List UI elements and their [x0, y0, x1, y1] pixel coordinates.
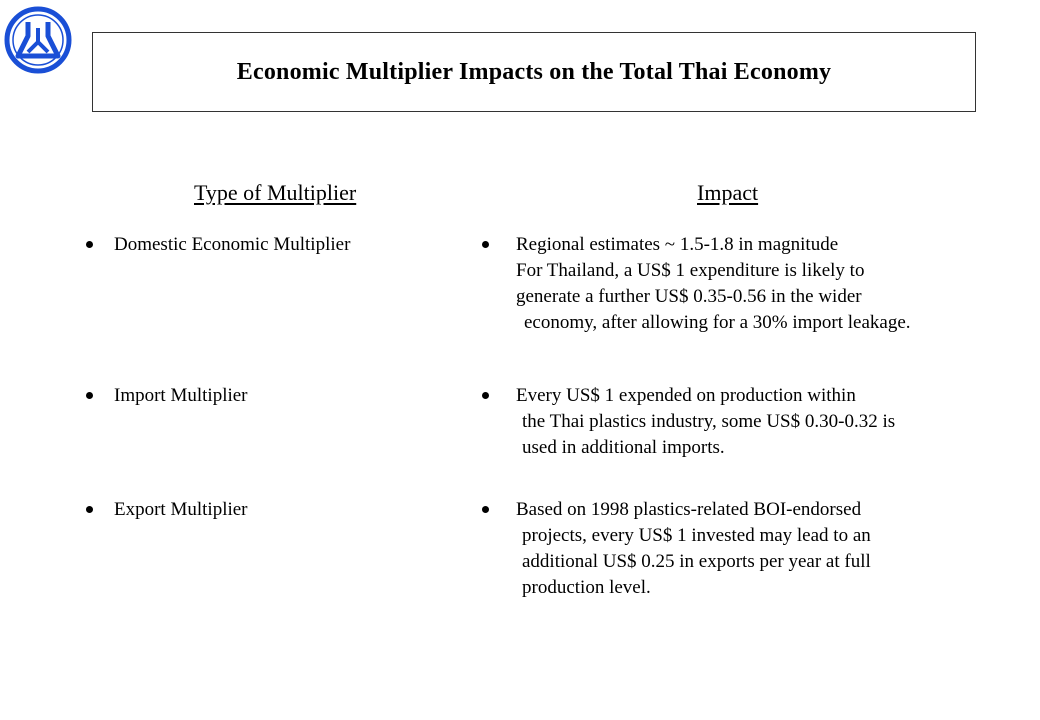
- multiplier-type-label: Domestic Economic Multiplier: [114, 234, 351, 255]
- impact-export: Based on 1998 plastics-related BOI-endor…: [482, 497, 871, 601]
- multiplier-type-label: Export Multiplier: [114, 499, 248, 520]
- impact-line: used in additional imports.: [522, 437, 725, 458]
- bullet-icon: [86, 392, 93, 399]
- multiplier-type-export: Export Multiplier: [86, 499, 248, 521]
- impact-domestic: Regional estimates ~ 1.5-1.8 in magnitud…: [482, 232, 911, 336]
- impact-line: the Thai plastics industry, some US$ 0.3…: [522, 411, 896, 432]
- header-type-of-multiplier: Type of Multiplier: [194, 180, 357, 205]
- page-title: Economic Multiplier Impacts on the Total…: [236, 58, 832, 85]
- impact-line: additional US$ 0.25 in exports per year …: [522, 551, 871, 572]
- thai-plastics-logo-icon: [4, 6, 72, 74]
- multiplier-type-import: Import Multiplier: [86, 385, 248, 407]
- bullet-icon: [86, 241, 93, 248]
- impact-line: For Thailand, a US$ 1 expenditure is lik…: [516, 260, 865, 281]
- multiplier-type-domestic: Domestic Economic Multiplier: [86, 234, 350, 256]
- impact-line: Every US$ 1 expended on production withi…: [482, 383, 895, 409]
- bullet-icon: [86, 506, 93, 513]
- bullet-icon: [482, 392, 489, 399]
- impact-line: Regional estimates ~ 1.5-1.8 in magnitud…: [482, 232, 911, 258]
- impact-line: economy, after allowing for a 30% import…: [524, 312, 911, 333]
- header-impact: Impact: [697, 180, 759, 205]
- title-box: Economic Multiplier Impacts on the Total…: [92, 32, 976, 112]
- multiplier-type-label: Import Multiplier: [114, 385, 248, 406]
- bullet-icon: [482, 241, 489, 248]
- impact-line: generate a further US$ 0.35-0.56 in the …: [516, 286, 862, 307]
- bullet-icon: [482, 506, 489, 513]
- impact-line: Based on 1998 plastics-related BOI-endor…: [482, 497, 871, 523]
- impact-import: Every US$ 1 expended on production withi…: [482, 383, 895, 461]
- impact-line: projects, every US$ 1 invested may lead …: [522, 525, 871, 546]
- impact-line: production level.: [522, 577, 651, 598]
